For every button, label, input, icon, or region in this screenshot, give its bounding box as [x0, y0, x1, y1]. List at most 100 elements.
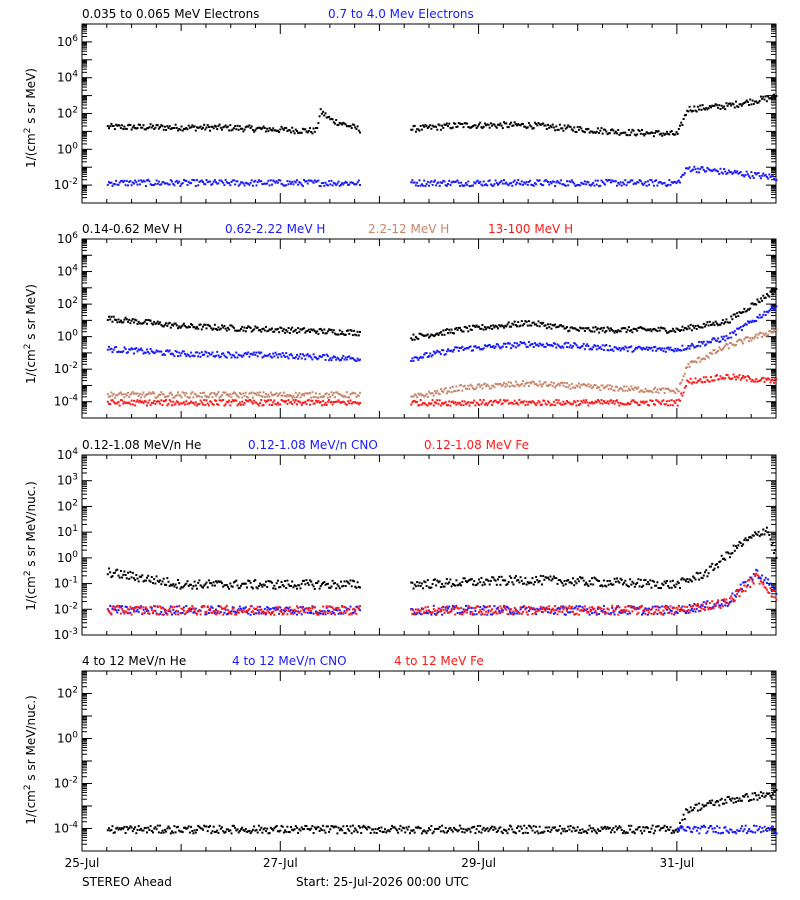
data-point — [112, 571, 115, 574]
data-point — [269, 580, 272, 583]
data-point — [324, 181, 327, 184]
data-point — [130, 184, 133, 187]
data-point — [109, 348, 112, 351]
data-point — [445, 184, 448, 187]
data-point — [282, 585, 285, 588]
data-point — [182, 322, 185, 325]
data-point — [480, 384, 483, 387]
data-point — [547, 344, 549, 346]
data-point — [248, 355, 251, 358]
data-point — [680, 608, 683, 611]
data-point — [638, 606, 641, 609]
data-point — [764, 332, 767, 335]
data-point — [205, 327, 208, 330]
data-point — [683, 172, 686, 175]
data-point — [320, 583, 323, 586]
data-point — [297, 327, 300, 330]
data-point — [575, 404, 578, 407]
data-point — [453, 122, 455, 125]
data-point — [579, 576, 582, 579]
data-point — [724, 377, 727, 380]
data-point — [426, 180, 429, 183]
data-point — [516, 383, 518, 386]
data-point — [324, 613, 327, 616]
y-tick-label: 102 — [57, 106, 78, 121]
data-point — [263, 354, 266, 357]
data-point — [630, 385, 633, 388]
data-point — [689, 609, 692, 612]
data-point — [755, 333, 758, 336]
data-point — [638, 391, 641, 393]
data-point — [196, 395, 198, 398]
data-point — [632, 129, 635, 132]
data-point — [520, 180, 523, 183]
data-point — [165, 612, 168, 615]
data-point — [681, 325, 684, 328]
data-point — [334, 582, 336, 584]
data-point — [568, 125, 571, 128]
data-point — [416, 396, 419, 399]
data-point — [517, 383, 520, 386]
data-point — [202, 126, 204, 129]
data-point — [695, 328, 698, 330]
data-point — [708, 606, 711, 609]
data-point — [694, 325, 697, 327]
data-point — [774, 378, 777, 381]
data-point — [674, 392, 677, 395]
data-point — [512, 180, 515, 183]
data-point — [213, 392, 216, 395]
data-point — [685, 167, 687, 170]
data-point — [775, 329, 778, 332]
data-point — [209, 609, 212, 611]
data-point — [172, 127, 175, 130]
data-point — [629, 180, 632, 183]
data-point — [469, 401, 472, 404]
data-point — [474, 584, 477, 587]
data-point — [748, 321, 750, 324]
data-point — [520, 320, 523, 323]
data-point — [512, 323, 515, 326]
data-point — [758, 313, 761, 316]
data-point — [613, 389, 616, 392]
data-point — [467, 384, 470, 387]
data-point — [631, 606, 634, 609]
data-point — [147, 393, 150, 396]
data-point — [506, 606, 509, 609]
data-point — [561, 381, 564, 384]
data-point — [354, 585, 357, 588]
data-point — [426, 404, 429, 407]
data-point — [758, 535, 761, 538]
data-point — [595, 613, 598, 616]
data-point — [664, 387, 667, 390]
data-point — [313, 356, 316, 358]
data-point — [608, 329, 611, 332]
data-point — [663, 392, 666, 394]
data-point — [692, 344, 695, 347]
data-point — [190, 323, 193, 325]
data-point — [200, 179, 203, 182]
data-point — [552, 342, 555, 345]
data-point — [177, 613, 179, 616]
data-point — [148, 352, 151, 355]
data-point — [596, 385, 599, 388]
data-point — [418, 332, 421, 335]
data-point — [175, 609, 178, 612]
data-point — [284, 580, 287, 582]
data-point — [273, 129, 276, 132]
data-point — [520, 383, 523, 385]
data-point — [713, 324, 716, 327]
data-point — [532, 184, 535, 187]
data-point — [520, 606, 523, 609]
data-point — [690, 382, 693, 385]
data-point — [489, 613, 492, 616]
data-point — [146, 127, 148, 130]
data-point — [454, 122, 457, 125]
data-point — [187, 396, 190, 399]
data-point — [608, 400, 611, 403]
data-point — [271, 393, 273, 396]
data-point — [323, 328, 326, 331]
data-point — [588, 329, 591, 332]
data-point — [149, 319, 152, 322]
data-point — [348, 582, 351, 585]
data-point — [174, 322, 177, 325]
